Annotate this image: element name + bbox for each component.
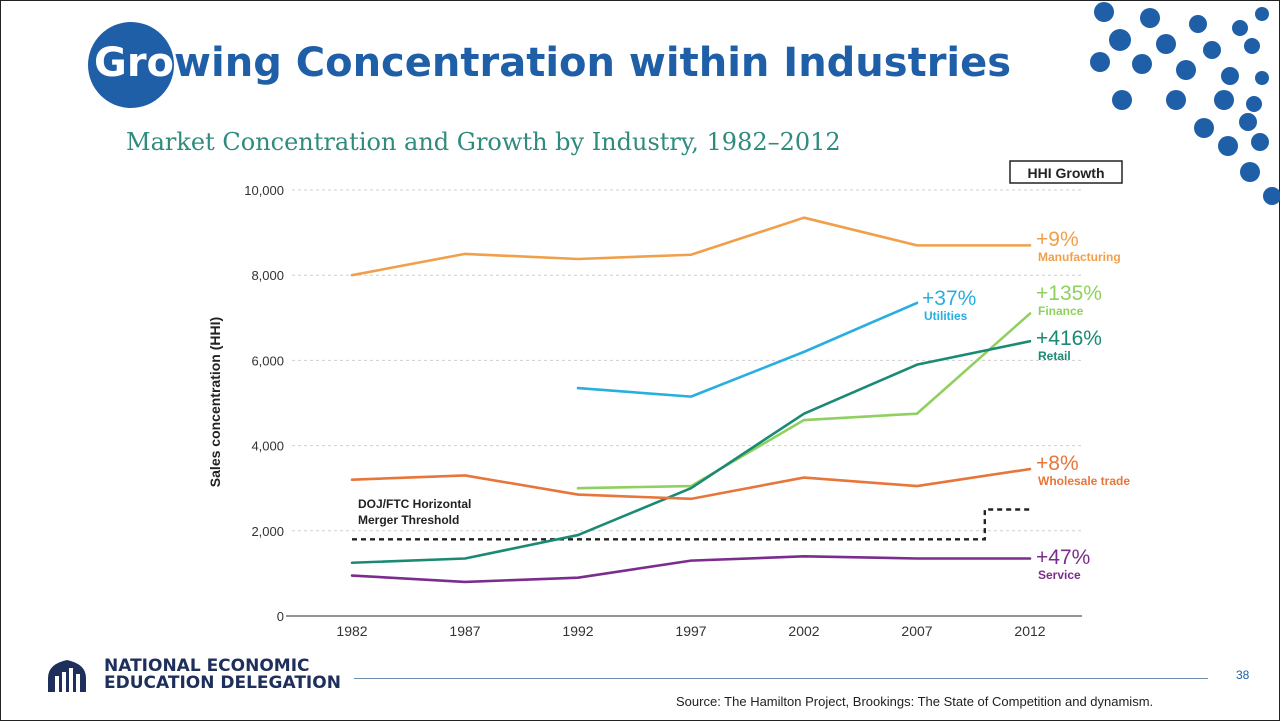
x-tick-label: 1982	[336, 623, 367, 639]
threshold-line	[352, 508, 1030, 541]
legend-title: HHI Growth	[1028, 165, 1105, 181]
legend-title-box	[1009, 160, 1123, 184]
org-name-line1: NATIONAL ECONOMIC	[104, 656, 310, 676]
slide-title-prefix: Gro	[94, 40, 175, 86]
x-tick-label: 1992	[562, 623, 593, 639]
org-logo-icon	[48, 660, 86, 692]
footer-divider	[354, 678, 1208, 679]
page-number: 38	[1236, 668, 1250, 682]
y-tick-label: 6,000	[251, 353, 284, 368]
growth-label-finance: +135%	[1036, 282, 1102, 305]
slide-title-rest: wing Concentration within Industries	[174, 40, 1012, 86]
threshold-label-line2: Merger Threshold	[358, 513, 459, 527]
growth-label-wholesale-trade: +8%	[1036, 452, 1079, 475]
y-tick-label: 4,000	[251, 439, 284, 454]
series-line-manufacturing	[350, 216, 1032, 277]
x-tick-label: 1987	[449, 623, 480, 639]
series-line-utilities	[576, 301, 919, 398]
x-tick-label: 1997	[675, 623, 706, 639]
series-line-finance	[576, 312, 1032, 490]
growth-label-retail: +416%	[1036, 327, 1102, 350]
series-line-retail	[350, 339, 1032, 565]
series-name-label-retail: Retail	[1038, 349, 1071, 363]
series-name-label-wholesale-trade: Wholesale trade	[1038, 474, 1130, 488]
y-tick-label: 0	[277, 609, 284, 624]
source-note: Source: The Hamilton Project, Brookings:…	[676, 694, 1154, 709]
title-circle	[88, 22, 174, 108]
growth-label-manufacturing: +9%	[1036, 228, 1079, 251]
y-tick-label: 10,000	[244, 183, 284, 198]
org-name-line2: EDUCATION DELEGATION	[104, 673, 341, 693]
series-line-service	[350, 555, 1032, 584]
y-tick-label: 8,000	[251, 268, 284, 283]
org-name: NATIONAL ECONOMIC EDUCATION DELEGATION	[104, 658, 341, 692]
slide-title: Growing Concentration within Industries	[94, 40, 1011, 86]
threshold-label-line1: DOJ/FTC Horizontal	[358, 497, 471, 511]
y-tick-label: 2,000	[251, 524, 284, 539]
decorative-dots	[1090, 2, 1280, 205]
x-tick-label: 2012	[1014, 623, 1045, 639]
growth-label-utilities: +37%	[922, 287, 976, 310]
y-axis-label: Sales concentration (HHI)	[207, 317, 223, 487]
x-tick-label: 2002	[788, 623, 819, 639]
series-line-wholesale-trade	[350, 467, 1032, 501]
series-name-label-manufacturing: Manufacturing	[1038, 250, 1121, 264]
series-name-label-utilities: Utilities	[924, 309, 968, 323]
chart-title: Market Concentration and Growth by Indus…	[126, 128, 841, 156]
series-name-label-finance: Finance	[1038, 304, 1084, 318]
growth-label-service: +47%	[1036, 546, 1090, 569]
x-tick-label: 2007	[901, 623, 932, 639]
series-name-label-service: Service	[1038, 568, 1081, 582]
